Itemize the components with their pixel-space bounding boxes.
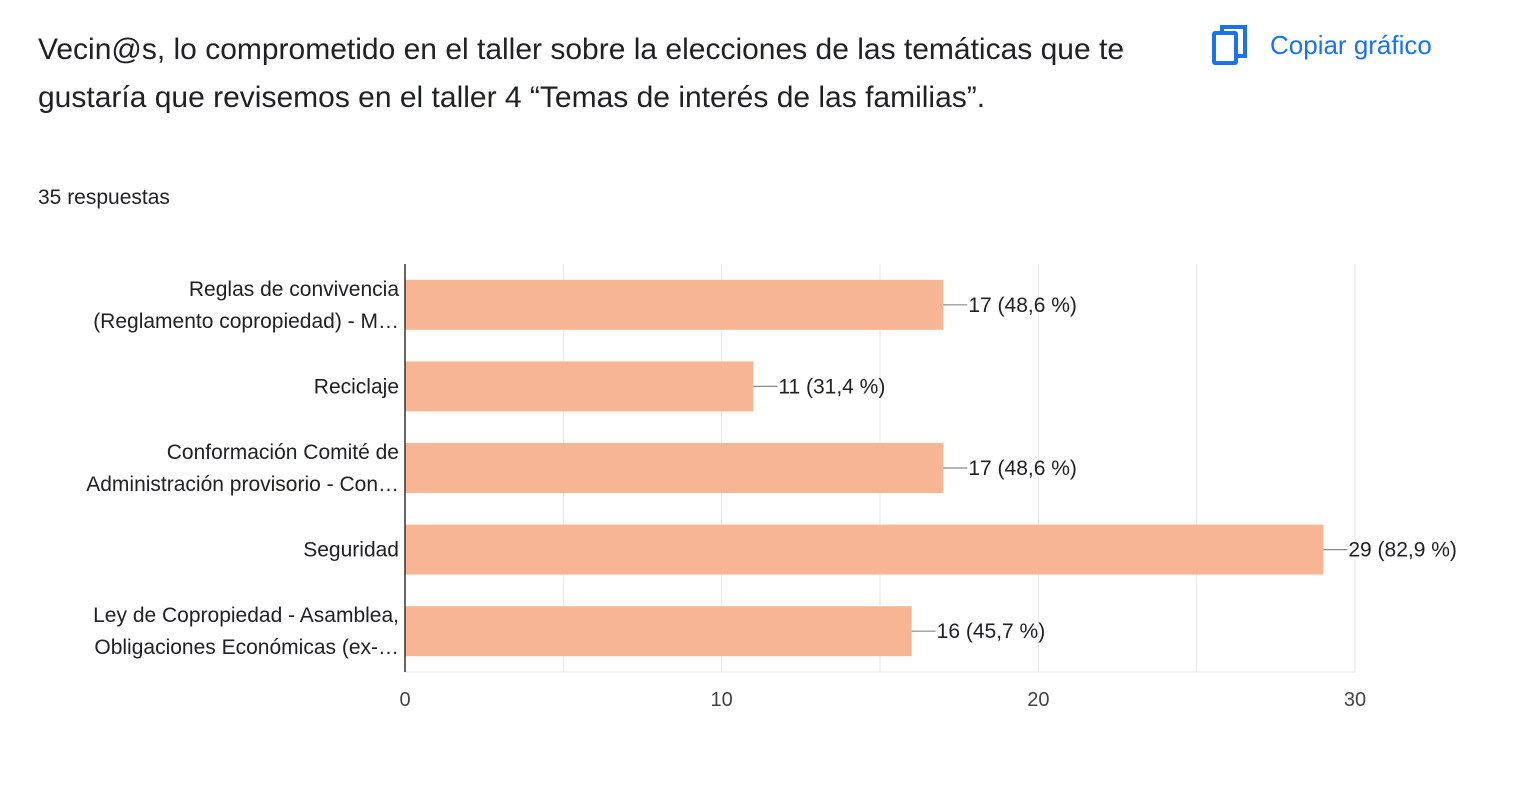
x-tick-label: 0 xyxy=(399,689,410,711)
category-label: (Reglamento copropiedad) - M… xyxy=(93,310,399,333)
bar xyxy=(405,524,1324,575)
copy-chart-label: Copiar gráfico xyxy=(1270,29,1432,60)
category-label: Reciclaje xyxy=(314,375,399,398)
copy-chart-button[interactable]: Copiar gráfico xyxy=(1212,22,1432,68)
category-label: Seguridad xyxy=(303,539,399,562)
data-label: 17 (48,6 %) xyxy=(968,457,1077,480)
data-label: 16 (45,7 %) xyxy=(937,620,1046,643)
category-label: Obligaciones Económicas (ex-… xyxy=(94,636,399,659)
x-tick-label: 10 xyxy=(711,689,733,711)
category-label: Conformación Comité de xyxy=(167,441,399,464)
x-tick-label: 20 xyxy=(1027,689,1049,711)
data-label: 17 (48,6 %) xyxy=(968,294,1077,317)
category-label: Ley de Copropiedad - Asamblea, xyxy=(93,604,399,627)
category-label: Administración provisorio - Con… xyxy=(86,473,399,496)
question-title: Vecin@s, lo comprometido en el taller so… xyxy=(38,33,1125,114)
bar-chart: 17 (48,6 %) Reglas de convivencia (Reglame… xyxy=(86,264,1457,711)
copy-icon xyxy=(1212,24,1248,66)
x-tick-label: 30 xyxy=(1344,689,1366,711)
bar xyxy=(405,606,912,657)
bar xyxy=(405,443,944,493)
bar xyxy=(405,279,944,330)
data-label: 11 (31,4 %) xyxy=(778,375,885,398)
category-label: Reglas de convivencia xyxy=(189,278,399,301)
data-label: 29 (82,9 %) xyxy=(1348,539,1457,562)
bar xyxy=(405,361,754,412)
response-count: 35 respuestas xyxy=(38,186,170,209)
